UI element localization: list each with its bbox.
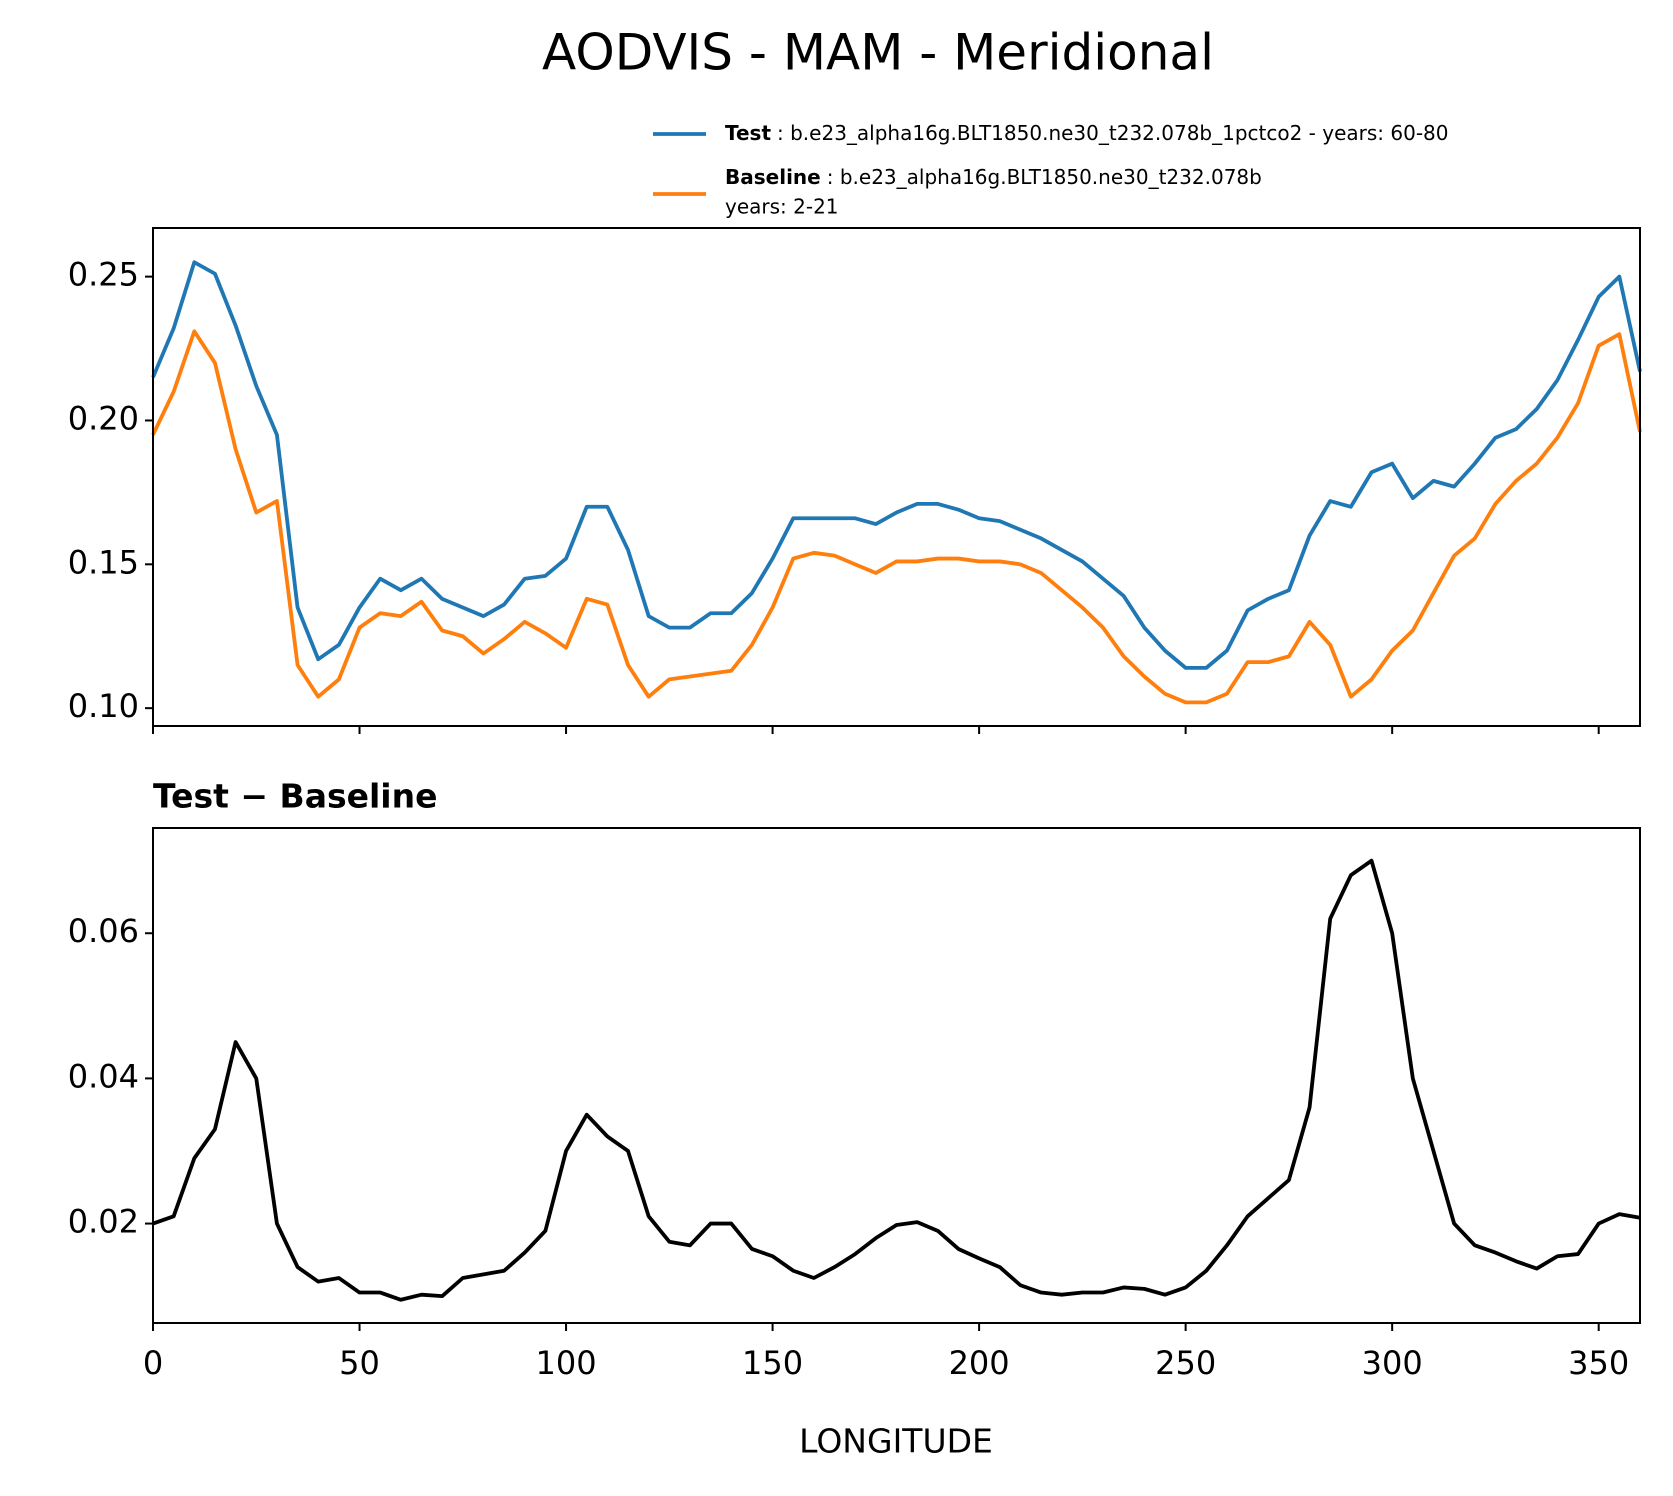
y-tick-label: 0.04 xyxy=(68,1057,139,1095)
x-tick-label: 0 xyxy=(143,1344,163,1382)
data-line xyxy=(152,858,1641,1302)
y-tick-label: 0.10 xyxy=(68,687,139,725)
y-tick-label: 0.15 xyxy=(68,543,139,581)
legend-label: : b.e23_alpha16g.BLT1850.ne30_t232.078b xyxy=(827,165,1262,189)
legend-label-line2: years: 2-21 xyxy=(725,195,839,219)
x-axis-label: LONGITUDE xyxy=(799,1422,993,1461)
y-tick-label: 0.25 xyxy=(68,256,139,294)
x-tick-label: 350 xyxy=(1568,1344,1629,1382)
subplot-title: Test − Baseline xyxy=(153,777,438,816)
y-tick-label: 0.20 xyxy=(68,399,139,437)
legend-text: Test: b.e23_alpha16g.BLT1850.ne30_t232.0… xyxy=(725,121,1449,145)
x-tick-label: 150 xyxy=(742,1344,803,1382)
x-tick-label: 300 xyxy=(1362,1344,1423,1382)
x-tick-label: 250 xyxy=(1155,1344,1216,1382)
axes-frame xyxy=(152,827,1641,1324)
y-tick-label: 0.02 xyxy=(68,1203,139,1241)
x-tick-label: 50 xyxy=(339,1344,380,1382)
legend-name: Test xyxy=(725,121,771,145)
figure-title: AODVIS - MAM - Meridional xyxy=(542,24,1214,82)
legend-label: : b.e23_alpha16g.BLT1850.ne30_t232.078b_… xyxy=(777,121,1449,145)
data-line xyxy=(151,260,1642,670)
y-tick-label: 0.06 xyxy=(68,912,139,950)
axes-frame xyxy=(152,227,1641,727)
x-tick-label: 100 xyxy=(536,1344,597,1382)
legend-name: Baseline xyxy=(725,165,821,189)
legend-text: Baseline: b.e23_alpha16g.BLT1850.ne30_t2… xyxy=(725,165,1262,189)
data-line xyxy=(151,329,1642,705)
x-tick-label: 200 xyxy=(949,1344,1010,1382)
